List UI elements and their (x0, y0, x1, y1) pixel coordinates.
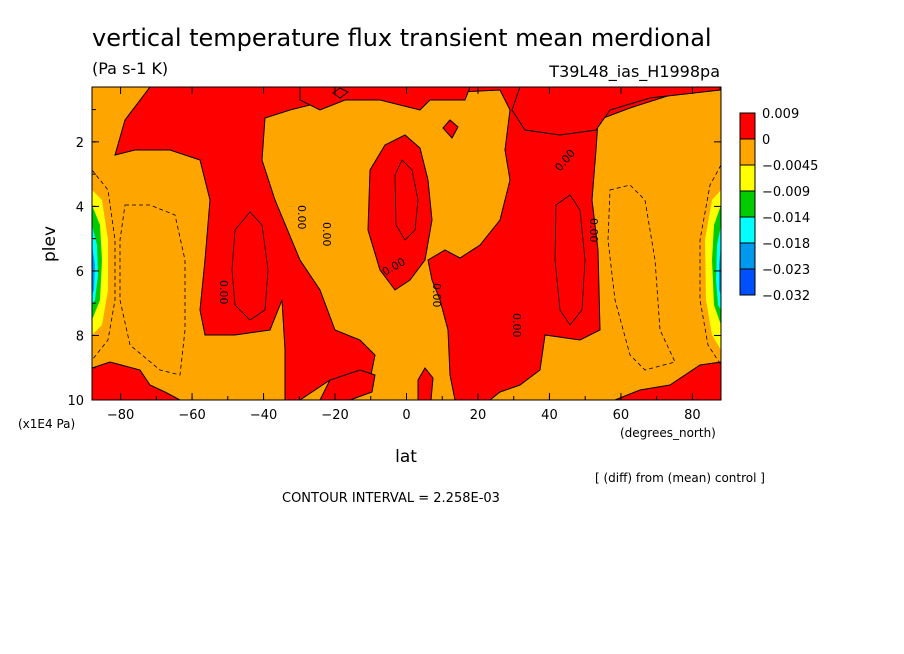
positive-region-north-upper-tower (511, 87, 721, 136)
y-axis-label: plev (40, 226, 60, 262)
y-tick-label: 8 (76, 329, 84, 344)
positive-region-tiny-top (332, 87, 349, 99)
chart-units: (Pa s-1 K) (92, 59, 168, 78)
contour-label: 0.00 (430, 283, 443, 308)
negative-region-left-edge-blue (92, 245, 95, 295)
positive-region-small-blob (442, 119, 459, 139)
colorbar-swatch (739, 216, 756, 244)
colorbar-label: 0 (762, 133, 770, 148)
colorbar-label: 0.009 (762, 107, 799, 122)
positive-region-sh-tower (114, 87, 376, 400)
colorbar-swatch (739, 190, 756, 218)
run-label: T39L48_ias_H1998pa (548, 62, 720, 82)
colorbar-label: −0.009 (762, 185, 810, 200)
x-tick-label: 80 (684, 408, 701, 423)
x-tick-label: −80 (107, 408, 134, 423)
y-tick-label: 2 (76, 136, 84, 151)
x-tick-label: 20 (470, 408, 487, 423)
contour-label: 0.00 (510, 313, 523, 338)
y-tick-label: 10 (67, 394, 84, 409)
colorbar-swatch (739, 112, 756, 140)
positive-region-central-column (367, 134, 433, 291)
x-tick-label: 60 (613, 408, 630, 423)
contour-interval: CONTOUR INTERVAL = 2.258E-03 (282, 491, 500, 506)
x-axis: −80 −60 −40 −20 0 20 40 60 80 (107, 87, 701, 423)
positive-inner-contours (231, 159, 586, 326)
y-axis: 2 4 6 8 10 (67, 109, 721, 409)
contour-label: 0.00 (217, 280, 230, 305)
x-tick-label: −40 (250, 408, 277, 423)
x-tick-label: 0 (402, 408, 410, 423)
colorbar-label: −0.014 (762, 211, 810, 226)
colorbar-label: −0.023 (762, 263, 810, 278)
positive-region-bottom-right (614, 361, 721, 400)
x-tick-label: 40 (541, 408, 558, 423)
colorbar-label: −0.0045 (762, 159, 818, 174)
positive-region-bottom-left (92, 361, 181, 400)
y-tick-label: 4 (76, 200, 84, 215)
colorbar-swatch (739, 164, 756, 192)
negative-contours (92, 164, 721, 376)
colorbar-swatch (739, 242, 756, 270)
plot-area: 0.00 0.00 0.00 0.00 0.00 0.00 0.00 0.00 (91, 86, 722, 401)
x-tick-label: −60 (178, 408, 205, 423)
contour-label: 0.00 (295, 205, 308, 230)
contour-label: 0.00 (320, 222, 333, 247)
x-axis-label: lat (395, 447, 417, 467)
colorbar-swatch (739, 138, 756, 166)
colorbar-label: −0.018 (762, 237, 810, 252)
colorbar-legend: 0.009 0 −0.0045 −0.009 −0.014 −0.018 −0.023 −0.… (739, 107, 818, 304)
y-units-label: (x1E4 Pa) (18, 417, 75, 431)
colorbar-swatch (739, 268, 756, 296)
x-units-label: (degrees_north) (620, 426, 716, 440)
diff-note: [ (diff) from (mean) control ] (595, 471, 765, 485)
positive-region-bottom-mid (319, 369, 376, 400)
colorbar-label: −0.032 (762, 289, 810, 304)
y-tick-label: 6 (76, 265, 84, 280)
chart-title: vertical temperature flux transient mean… (92, 24, 712, 52)
positive-region-bottom-center-blob (417, 367, 434, 400)
x-tick-label: −20 (321, 408, 348, 423)
positive-region-nh-tower (411, 87, 721, 400)
contour-label: 0.00 (587, 218, 600, 243)
